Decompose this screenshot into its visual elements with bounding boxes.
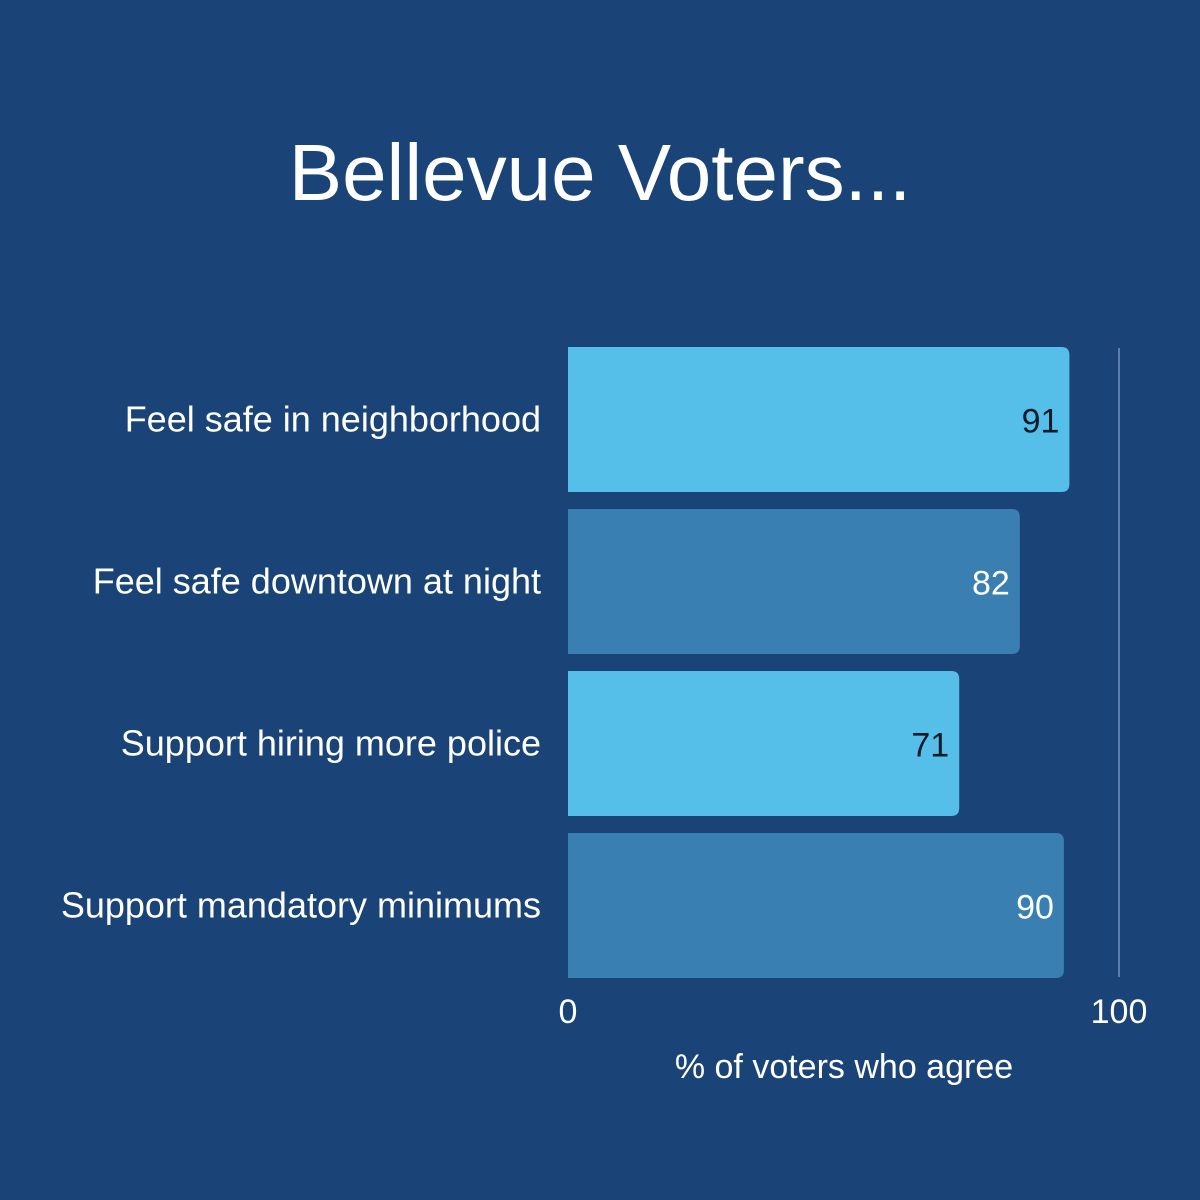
bar-1 (568, 347, 1070, 492)
x-tick-label-max: 100 (1091, 993, 1148, 1031)
bar-4 (568, 833, 1064, 978)
category-label-4: Support mandatory minimums (61, 885, 541, 926)
value-label-4: 90 (1016, 889, 1054, 927)
bar-3 (568, 671, 960, 816)
x-tick-label-min: 0 (559, 993, 578, 1031)
bar-2 (568, 509, 1020, 654)
value-label-1: 91 (1022, 403, 1060, 441)
category-label-3: Support hiring more police (121, 723, 541, 764)
category-label-1: Feel safe in neighborhood (125, 399, 541, 440)
bars-group: Feel safe in neighborhood 91 Feel safe dow… (61, 347, 1070, 978)
value-label-3: 71 (911, 727, 949, 765)
category-label-2: Feel safe downtown at night (93, 561, 541, 602)
value-label-2: 82 (972, 565, 1010, 603)
chart-title: Bellevue Voters... (289, 128, 912, 217)
x-axis-title: % of voters who agree (675, 1048, 1013, 1086)
